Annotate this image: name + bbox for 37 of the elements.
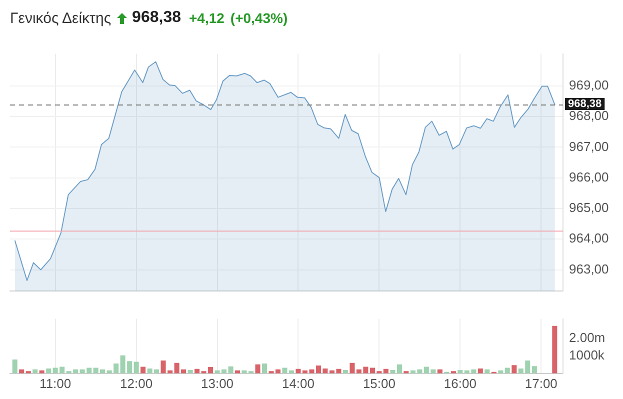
x-tick-label: 15:00	[362, 376, 396, 391]
y-tick-label: 967,00	[569, 138, 609, 154]
y-tick-label: 1000k	[569, 347, 605, 362]
bar	[532, 366, 537, 374]
bar	[512, 365, 517, 374]
bar	[188, 370, 193, 374]
bar	[140, 366, 146, 374]
x-tick-label: 12:00	[120, 376, 153, 391]
chart-title: Γενικός Δείκτης	[10, 10, 112, 26]
text: (+0,43%)	[230, 10, 288, 26]
y-tick-label: 968,00	[569, 108, 609, 124]
x-tick-label: 16:00	[444, 376, 476, 391]
bar	[342, 370, 348, 374]
x-tick-label: 17:00	[524, 376, 558, 391]
y-tick-label: 965,00	[569, 200, 609, 216]
x-tick-label: 11:00	[40, 376, 72, 391]
y-tick-label: 963,00	[569, 261, 609, 276]
y-tick-label: 964,00	[569, 230, 609, 246]
bar	[390, 370, 396, 374]
bar	[46, 368, 52, 374]
y-tick-label: 969,00	[569, 78, 609, 93]
ref-line-label: 968,38	[568, 98, 602, 110]
bar	[262, 364, 267, 374]
bar	[12, 359, 18, 374]
y-tick-label: 2.00m	[569, 330, 606, 345]
bar	[228, 366, 234, 374]
x-tick-label: 14:00	[282, 376, 315, 391]
y-tick-label: 966,00	[569, 169, 609, 184]
bar	[134, 362, 139, 374]
bar	[552, 326, 558, 374]
text: +4,12	[188, 10, 224, 26]
bar	[458, 370, 463, 374]
bar	[478, 368, 483, 374]
text: 968,38	[132, 9, 181, 27]
bar	[396, 364, 402, 374]
x-tick-label: 13:00	[201, 376, 234, 391]
bar	[255, 364, 260, 374]
